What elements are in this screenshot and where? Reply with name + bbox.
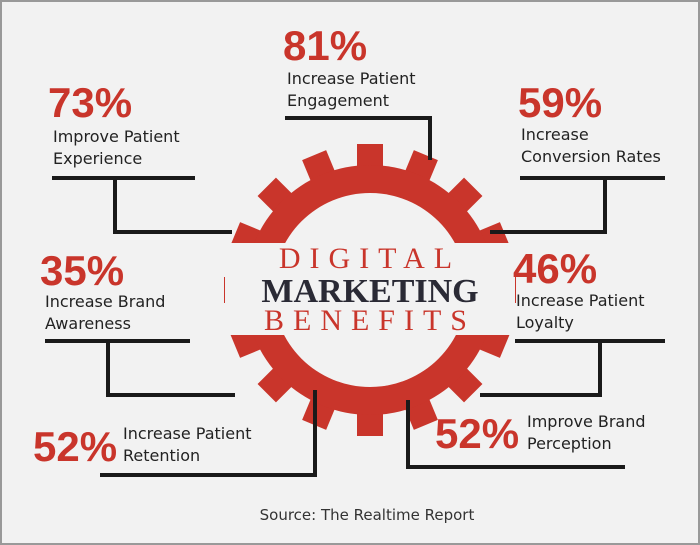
percent: 52% (435, 410, 519, 457)
label: Experience (53, 149, 142, 168)
label: Engagement (287, 91, 389, 110)
connector (45, 339, 235, 397)
label: Increase Brand (45, 292, 165, 311)
label: Perception (527, 434, 612, 453)
label: Awareness (45, 314, 131, 333)
label: Improve Patient (53, 127, 180, 146)
gear-gap (225, 243, 515, 335)
label: Loyalty (516, 313, 574, 332)
label: Increase (521, 125, 589, 144)
connector (285, 116, 432, 160)
percent: 35% (40, 247, 124, 294)
source: Source: The Realtime Report (260, 506, 475, 524)
percent: 46% (513, 245, 597, 292)
percent: 52% (33, 423, 117, 470)
label: Retention (123, 446, 200, 465)
percent: 59% (518, 79, 602, 126)
label: Increase Patient (123, 424, 252, 443)
connector (52, 176, 232, 234)
percent: 73% (48, 79, 132, 126)
connector (100, 390, 317, 477)
percent: 81% (283, 22, 367, 69)
label: Conversion Rates (521, 147, 661, 166)
connector (406, 400, 625, 469)
heading-line3: BENEFITS (264, 304, 476, 337)
label: Improve Brand (527, 412, 646, 431)
connector (480, 339, 665, 397)
heading-line1: DIGITAL (279, 242, 461, 275)
label: Increase Patient (287, 69, 416, 88)
heading-line2: MARKETING (261, 273, 478, 310)
label: Increase Patient (516, 291, 645, 310)
connector (490, 176, 665, 234)
